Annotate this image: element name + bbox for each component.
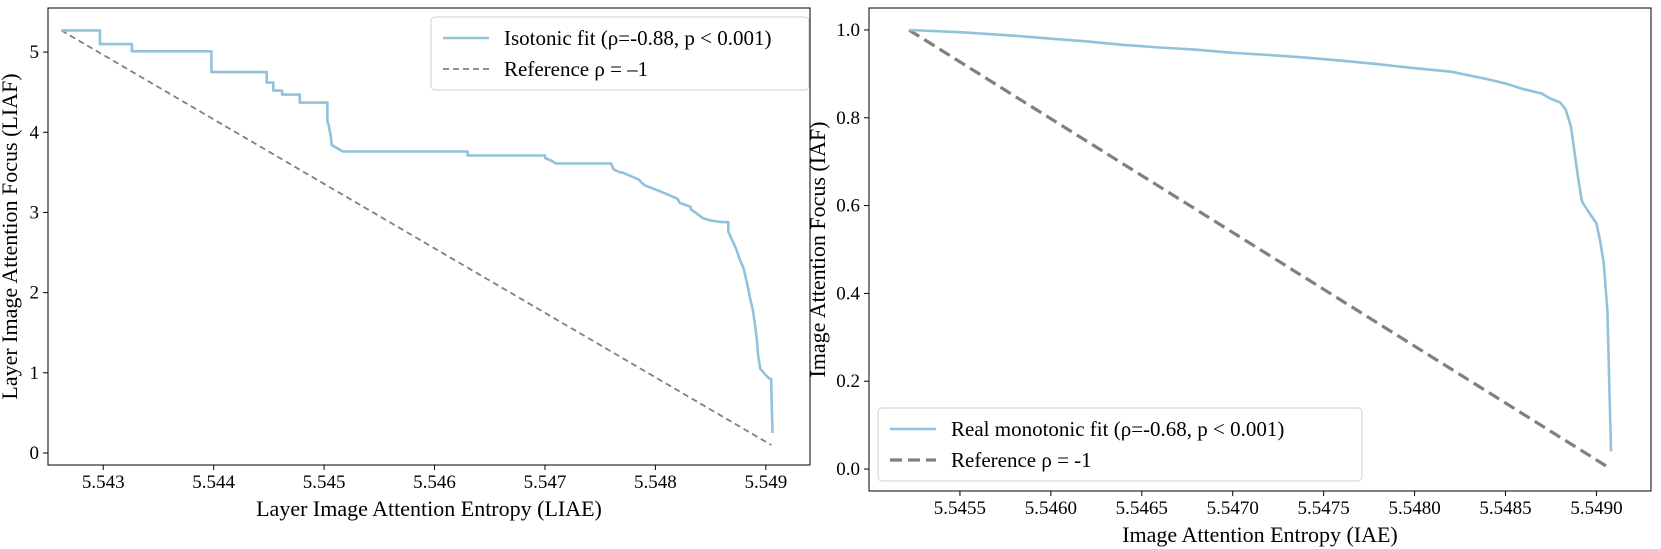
- legend-box: [877, 407, 1363, 482]
- legend-entry: Isotonic fit (ρ=-0.88, p < 0.001): [504, 26, 771, 50]
- y-tick-label: 0.6: [836, 196, 860, 217]
- legend-box: [430, 16, 810, 91]
- x-tick-label: 5.545: [303, 472, 346, 493]
- x-tick-label: 5.548: [634, 472, 677, 493]
- y-tick-label: 0: [30, 443, 40, 464]
- x-axis-label: Image Attention Entropy (IAE): [1122, 522, 1398, 547]
- axes-frame: [868, 7, 1652, 492]
- x-tick-label: 5.5490: [1570, 498, 1622, 519]
- x-axis-label: Layer Image Attention Entropy (LIAE): [256, 496, 602, 521]
- y-tick-label: 1.0: [836, 20, 860, 41]
- y-axis-label: Layer Image Attention Focus (LIAF): [0, 73, 22, 399]
- x-tick-label: 5.546: [413, 472, 456, 493]
- x-tick-label: 5.5455: [934, 498, 986, 519]
- legend-entry: Real monotonic fit (ρ=-0.68, p < 0.001): [951, 417, 1284, 441]
- series-line-reference: [60, 29, 772, 446]
- y-tick-label: 0.2: [836, 371, 860, 392]
- series-line-reference: [908, 28, 1612, 471]
- series-line-fit: [908, 28, 1613, 452]
- y-tick-label: 0.8: [836, 108, 860, 129]
- y-tick-label: 3: [30, 202, 40, 223]
- x-tick-label: 5.5485: [1479, 498, 1531, 519]
- y-tick-label: 0.0: [836, 459, 860, 480]
- y-tick-label: 2: [30, 283, 40, 304]
- chart-2: 5.5455 5.5460 5.5465 5.5470 5.5475 5.5480 5.54…: [805, 7, 1652, 547]
- x-tick-label: 5.547: [524, 472, 567, 493]
- legend: Real monotonic fit (ρ=-0.68, p < 0.001) R…: [877, 407, 1363, 482]
- x-tick-label: 5.5475: [1298, 498, 1350, 519]
- x-tick-label: 5.543: [82, 472, 125, 493]
- y-axis-label: Image Attention Focus (IAF): [805, 121, 830, 377]
- chart-1: 5.543 5.544 5.545 5.546 5.547 5.548 5.549 0 1 2 3 4…: [0, 7, 811, 521]
- axes-frame: [47, 7, 811, 466]
- x-tick-label: 5.5480: [1388, 498, 1440, 519]
- legend-entry: Reference ρ = -1: [951, 448, 1092, 472]
- y-tick-label: 1: [30, 363, 40, 384]
- legend-entry: Reference ρ = –1: [504, 57, 648, 81]
- series-line-fit: [61, 29, 774, 433]
- y-tick-label: 5: [30, 42, 40, 63]
- x-tick-label: 5.549: [744, 472, 787, 493]
- legend: Isotonic fit (ρ=-0.88, p < 0.001) Referen…: [430, 16, 810, 91]
- x-tick-label: 5.5470: [1207, 498, 1259, 519]
- y-tick-label: 0.4: [836, 283, 860, 304]
- x-tick-label: 5.5460: [1025, 498, 1077, 519]
- y-tick-label: 4: [30, 122, 40, 143]
- x-tick-label: 5.5465: [1116, 498, 1168, 519]
- x-tick-label: 5.544: [192, 472, 235, 493]
